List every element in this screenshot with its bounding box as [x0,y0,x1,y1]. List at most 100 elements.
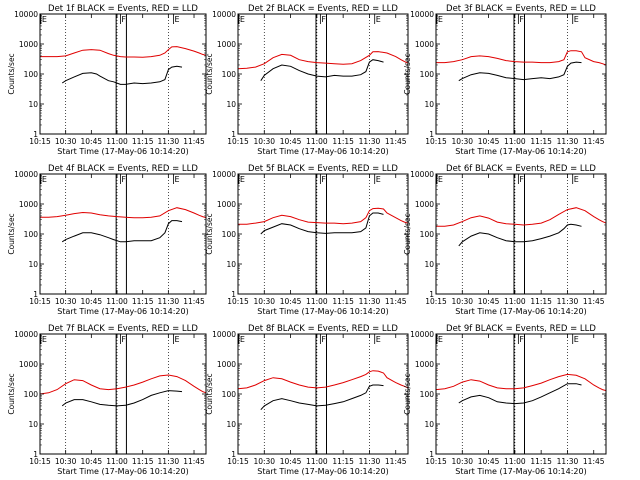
axes-frame [39,173,207,295]
marker-label: F [519,15,524,24]
y-tick-label: 1 [33,290,38,299]
y-tick-label: 10000 [212,170,236,179]
x-tick-label: 10:45 [478,297,500,306]
x-tick-label: 11:45 [183,457,205,466]
x-tick-label: 10:30 [451,457,473,466]
y-tick-label: 1000 [19,40,38,49]
x-tick-label: 11:15 [530,297,552,306]
marker-label: E [174,175,179,184]
x-tick-label: 10:15 [29,137,51,146]
y-tick-label: 1000 [415,40,434,49]
series-line-events [61,220,183,243]
panel-title: Det 5f BLACK = Events, RED = LLD [248,164,398,174]
x-axis-label: Start Time (17-May-06 10:14:20) [257,307,388,316]
marker-label: E [376,175,381,184]
series-line-events [61,65,183,85]
y-tick-label: 10 [424,420,434,429]
y-tick-label: 10 [28,420,38,429]
x-tick-label: 10:45 [81,457,103,466]
y-tick-label: 100 [420,230,435,239]
x-tick-label: 11:15 [530,137,552,146]
y-tick-label: 100 [222,230,237,239]
y-tick-label: 1 [429,290,434,299]
x-tick-label: 10:15 [227,457,249,466]
x-tick-label: 11:30 [359,137,381,146]
x-tick-label: 11:00 [504,137,526,146]
y-tick-label: 10 [28,100,38,109]
y-tick-label: 10 [226,420,236,429]
y-tick-label: 10 [424,260,434,269]
x-tick-label: 11:30 [158,457,180,466]
y-tick-label: 100 [222,70,237,79]
marker-label: E [42,175,47,184]
axes-frame [39,333,207,455]
x-tick-label: 11:00 [306,297,328,306]
x-tick-label: 11:15 [530,457,552,466]
y-tick-label: 10 [424,100,434,109]
marker-label: F [121,335,126,344]
y-axis-label: Counts/sec [403,213,412,254]
axes-frame [237,333,409,455]
series-line-lld [40,46,207,58]
series-line-events [260,59,384,81]
y-tick-label: 100 [24,390,39,399]
x-tick-label: 10:30 [451,297,473,306]
x-axis-label: Start Time (17-May-06 10:14:20) [455,467,586,476]
y-tick-label: 10 [226,100,236,109]
y-tick-label: 1000 [19,360,38,369]
marker-label: E [240,175,245,184]
x-tick-label: 11:15 [332,137,354,146]
y-tick-label: 1000 [217,40,236,49]
x-tick-label: 11:15 [132,137,154,146]
y-axis-label: Counts/sec [205,213,214,254]
marker-label: E [42,15,47,24]
series-line-lld [237,51,409,70]
series-line-events [458,61,582,82]
x-tick-label: 10:15 [425,137,447,146]
y-axis-label: Counts/sec [403,53,412,94]
x-tick-label: 10:45 [478,457,500,466]
x-tick-label: 11:30 [359,457,381,466]
x-tick-label: 10:30 [55,137,77,146]
marker-label: F [121,175,126,184]
y-tick-label: 1000 [415,360,434,369]
x-tick-label: 10:30 [253,137,275,146]
y-tick-label: 100 [24,230,39,239]
x-tick-label: 10:15 [425,297,447,306]
y-tick-label: 10000 [410,10,434,19]
x-tick-label: 11:00 [306,457,328,466]
marker-label: E [574,335,579,344]
series-line-lld [40,207,207,219]
x-tick-label: 10:45 [280,457,302,466]
panel-title: Det 1f BLACK = Events, RED = LLD [48,4,198,14]
y-tick-label: 10000 [212,10,236,19]
y-tick-label: 100 [222,390,237,399]
x-tick-label: 11:00 [504,297,526,306]
x-tick-label: 11:00 [504,457,526,466]
y-tick-label: 1 [33,450,38,459]
series-line-lld [237,370,409,390]
series-line-events [260,212,384,235]
y-tick-label: 1000 [415,200,434,209]
marker-label: E [174,335,179,344]
x-tick-label: 10:30 [253,457,275,466]
y-tick-label: 1 [429,450,434,459]
y-axis-label: Counts/sec [403,373,412,414]
y-tick-label: 10000 [14,10,38,19]
axes-frame [435,333,607,455]
x-axis-label: Start Time (17-May-06 10:14:20) [455,147,586,156]
y-tick-label: 1000 [19,200,38,209]
x-tick-label: 11:45 [583,297,605,306]
x-axis-label: Start Time (17-May-06 10:14:20) [455,307,586,316]
x-tick-label: 11:30 [557,457,579,466]
y-tick-label: 1000 [217,200,236,209]
y-tick-label: 10000 [14,330,38,339]
marker-label: F [321,335,326,344]
marker-label: F [519,335,524,344]
